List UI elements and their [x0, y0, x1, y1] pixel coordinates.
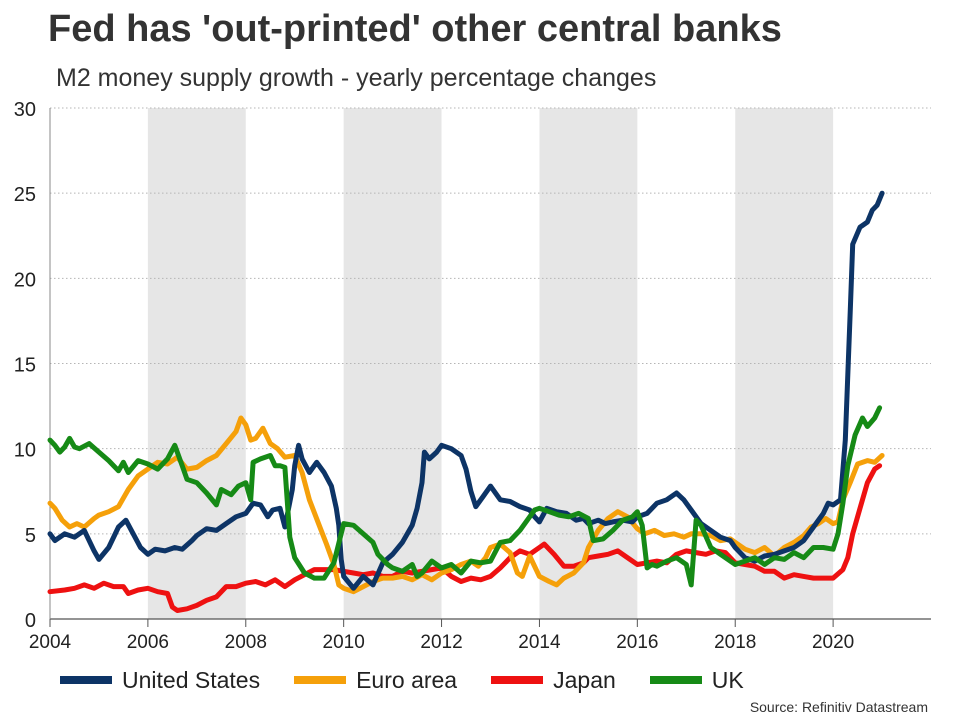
shaded-band	[735, 108, 834, 619]
legend-label: UK	[711, 666, 744, 693]
source-note: Source: Refinitiv Datastream	[749, 699, 928, 715]
axes: 0 5 10 15 20 25 30 2004 2006 2008 2010 2012 2014 2016…	[14, 99, 931, 653]
x-tick-label: 2008	[225, 632, 267, 653]
chart-subtitle: M2 money supply growth - yearly percenta…	[56, 64, 657, 92]
x-tick-label: 2010	[323, 632, 365, 653]
y-tick-label: 5	[25, 525, 36, 547]
series-lines	[47, 190, 885, 613]
shaded-band	[539, 108, 638, 619]
x-tick-label: 2004	[29, 632, 72, 653]
y-tick-label: 0	[25, 610, 36, 632]
y-tick-label: 20	[14, 269, 36, 291]
series-line-uk	[47, 405, 883, 588]
x-tick-label: 2006	[127, 632, 169, 653]
gridlines	[50, 107, 931, 535]
legend-swatch	[491, 676, 544, 684]
y-tick-label: 30	[14, 99, 36, 121]
chart-legend: United States Euro area Japan UK	[60, 664, 744, 696]
y-tick-label: 25	[14, 184, 36, 206]
x-tick-label: 2020	[812, 632, 854, 653]
legend-swatch	[294, 676, 347, 684]
series-line-japan	[47, 463, 883, 613]
legend-swatch	[649, 676, 702, 684]
y-tick-label: 10	[14, 440, 36, 462]
legend-label: Japan	[553, 666, 616, 693]
legend-label: United States	[122, 666, 261, 693]
chart-title: Fed has 'out-printed' other central bank…	[48, 8, 782, 50]
x-tick-label: 2012	[420, 632, 462, 653]
legend-label: Euro area	[356, 666, 458, 693]
legend-item: UK	[649, 666, 744, 694]
legend-item: Japan	[491, 667, 616, 694]
legend-swatch	[60, 676, 112, 684]
legend-item: Euro area	[294, 667, 457, 694]
series-line-euro-area	[47, 415, 885, 595]
x-tick-label: 2016	[616, 632, 658, 653]
y-tick-label: 15	[14, 355, 36, 377]
legend-item: United States	[60, 667, 260, 694]
x-tick-label: 2014	[518, 632, 561, 653]
x-tick-label: 2018	[714, 632, 756, 653]
